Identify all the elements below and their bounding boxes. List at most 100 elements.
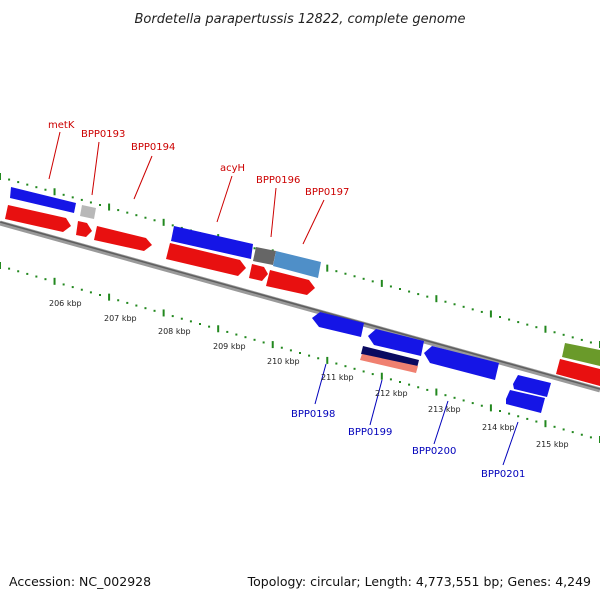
- reverse-gene-row: [5, 205, 600, 386]
- pointer-BPP0198: [314, 363, 327, 405]
- inner-major-tick: [544, 420, 547, 428]
- pointer-BPP0193: [91, 141, 100, 196]
- outer-minor-tick: [126, 211, 129, 214]
- genome-stats-text: Topology: circular; Length: 4,773,551 bp…: [247, 574, 591, 589]
- gene-acyH: [171, 226, 253, 259]
- outer-minor-tick: [417, 293, 420, 296]
- outer-minor-tick: [580, 338, 583, 341]
- inner-minor-tick: [26, 272, 29, 275]
- outer-minor-tick: [35, 186, 38, 189]
- gene-BPP0193-red: [76, 221, 92, 237]
- outer-minor-tick: [71, 196, 74, 199]
- inner-minor-tick: [180, 317, 183, 320]
- outer-minor-tick: [62, 193, 65, 196]
- outer-minor-tick: [508, 318, 511, 321]
- inner-minor-tick: [289, 349, 292, 352]
- outer-minor-tick: [80, 198, 83, 201]
- inner-minor-tick: [426, 388, 429, 391]
- outer-minor-tick: [389, 285, 392, 288]
- outer-minor-tick: [553, 331, 556, 334]
- pointer-BPP0197: [302, 199, 325, 245]
- gene-BPP0197-steel: [273, 251, 321, 278]
- gene-BPP0198: [312, 312, 364, 337]
- inner-major-tick: [162, 309, 165, 317]
- inner-minor-tick: [553, 425, 556, 428]
- inner-minor-tick: [517, 415, 520, 418]
- inner-minor-tick: [71, 286, 74, 289]
- label-BPP0194: BPP0194: [131, 142, 175, 153]
- inner-minor-tick: [508, 412, 511, 415]
- gene-acyH-red: [166, 243, 246, 276]
- outer-minor-tick: [335, 270, 338, 273]
- outer-minor-tick: [535, 326, 538, 329]
- label-metK: metK: [48, 120, 75, 131]
- inner-minor-tick: [353, 367, 356, 370]
- gene-BPP0199-navy: [361, 346, 419, 368]
- outer-minor-tick: [44, 188, 47, 191]
- outer-major-tick: [380, 279, 383, 287]
- inner-minor-tick: [417, 386, 420, 389]
- pointer-BPP0194: [133, 155, 153, 200]
- inner-minor-tick: [235, 333, 238, 336]
- inner-minor-tick: [226, 330, 229, 333]
- label-acyH: acyH: [220, 163, 245, 174]
- inner-major-tick: [271, 341, 274, 349]
- inner-major-tick: [53, 277, 56, 285]
- outer-minor-tick: [353, 275, 356, 278]
- scale-label-210: 210 kbp: [267, 357, 300, 366]
- inner-minor-tick: [17, 270, 20, 273]
- outer-major-tick: [162, 218, 165, 226]
- inner-minor-tick: [62, 283, 65, 286]
- label-BPP0200: BPP0200: [412, 446, 456, 457]
- gene-BPP0201-b: [506, 390, 545, 413]
- outer-minor-tick: [371, 280, 374, 283]
- outer-minor-tick: [135, 214, 138, 217]
- inner-minor-tick: [189, 320, 192, 323]
- inner-minor-tick: [453, 396, 456, 399]
- inner-minor-tick: [199, 323, 201, 325]
- outer-minor-tick: [99, 204, 101, 206]
- gene-metK-red: [5, 205, 71, 232]
- inner-minor-tick: [117, 299, 120, 302]
- scale-label-209: 209 kbp: [213, 342, 246, 351]
- inner-tick-ring: [0, 262, 600, 443]
- outer-minor-tick: [453, 303, 456, 306]
- inner-minor-tick: [335, 362, 338, 365]
- inner-minor-tick: [408, 383, 411, 386]
- label-BPP0193: BPP0193: [81, 129, 125, 140]
- outer-minor-tick: [89, 201, 92, 204]
- inner-minor-tick: [171, 315, 174, 318]
- outer-minor-tick: [253, 247, 256, 250]
- label-BPP0201: BPP0201: [481, 469, 525, 480]
- outer-minor-tick: [499, 316, 501, 318]
- gene-BPP0196-red: [249, 264, 268, 281]
- gene-BPP0200: [424, 346, 499, 380]
- outer-major-tick: [326, 264, 329, 272]
- outer-minor-tick: [117, 209, 120, 212]
- outer-major-tick: [53, 188, 56, 196]
- label-BPP0196: BPP0196: [256, 175, 300, 186]
- inner-minor-tick: [8, 267, 11, 270]
- outer-minor-tick: [399, 288, 401, 290]
- outer-major-tick: [544, 325, 547, 333]
- inner-minor-tick: [344, 365, 347, 368]
- inner-minor-tick: [280, 346, 283, 349]
- inner-minor-tick: [480, 404, 483, 407]
- inner-minor-tick: [580, 433, 583, 436]
- outer-minor-tick: [562, 333, 565, 336]
- inner-minor-tick: [244, 336, 247, 339]
- outer-major-tick: [0, 173, 1, 180]
- gene-BPP0196-grey: [253, 247, 276, 265]
- pointer-metK: [48, 131, 61, 180]
- outer-minor-tick: [526, 323, 529, 326]
- outer-minor-tick: [17, 181, 20, 184]
- genome-backbone-line: [0, 221, 600, 390]
- inner-minor-tick: [462, 399, 465, 402]
- inner-major-tick: [217, 325, 220, 333]
- outer-minor-tick: [480, 310, 483, 313]
- inner-minor-tick: [208, 325, 211, 328]
- outer-minor-tick: [517, 321, 520, 324]
- outer-minor-tick: [444, 300, 447, 303]
